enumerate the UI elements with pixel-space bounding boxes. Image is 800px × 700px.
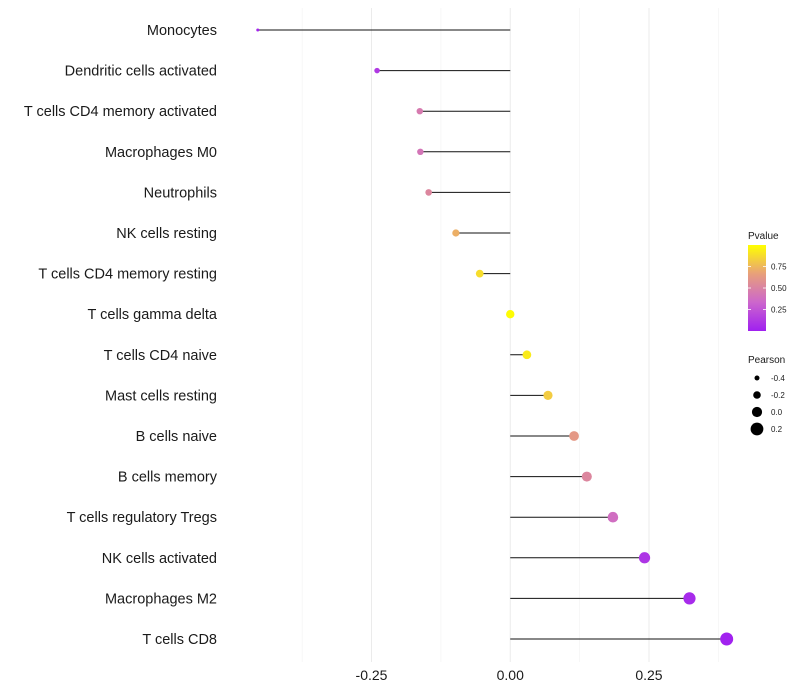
category-label: T cells regulatory Tregs xyxy=(67,510,217,526)
category-label: Macrophages M0 xyxy=(105,145,217,161)
lollipop-point xyxy=(425,189,432,196)
x-tick-label: 0.25 xyxy=(635,667,662,683)
category-label: T cells CD4 memory resting xyxy=(38,267,217,283)
category-label: Monocytes xyxy=(147,23,217,39)
lollipop-point xyxy=(543,390,553,400)
colorbar-tick-label: 0.75 xyxy=(771,263,787,272)
category-label: T cells CD4 memory activated xyxy=(24,104,217,120)
pvalue-legend: Pvalue 0.25 0.50 0.75 xyxy=(748,231,787,331)
lollipop-point xyxy=(638,552,651,564)
points xyxy=(256,28,734,646)
size-legend-label: -0.4 xyxy=(771,374,785,383)
pearson-legend-title: Pearson xyxy=(748,355,785,366)
size-legend-dot xyxy=(754,375,760,381)
lollipop-point xyxy=(581,471,592,482)
size-legend-label: 0.2 xyxy=(771,425,783,434)
size-legend-dot xyxy=(751,406,763,418)
lollipop-point xyxy=(475,269,484,278)
lollipop-point xyxy=(522,350,532,360)
size-legend-dot xyxy=(753,391,761,399)
lollipop-point xyxy=(417,148,424,156)
colorbar-tick-label: 0.25 xyxy=(771,306,787,315)
lollipop-point xyxy=(506,310,515,319)
pearson-legend: Pearson -0.4 -0.2 0.0 0.2 xyxy=(748,355,785,436)
category-label: B cells memory xyxy=(118,470,218,486)
lollipop-point xyxy=(416,107,424,115)
lollipop-point xyxy=(720,632,734,646)
lollipop-point xyxy=(452,229,460,237)
size-legend-dot xyxy=(750,422,764,436)
category-label: Macrophages M2 xyxy=(105,591,217,607)
pvalue-colorbar xyxy=(748,245,766,331)
category-label: Mast cells resting xyxy=(105,388,217,404)
category-label: B cells naive xyxy=(136,429,217,445)
stems xyxy=(257,29,727,640)
x-tick-label: -0.25 xyxy=(356,667,388,683)
x-axis-ticks: -0.25 0.00 0.25 xyxy=(356,667,663,683)
category-label: T cells CD4 naive xyxy=(104,348,217,364)
category-label: NK cells resting xyxy=(116,226,217,242)
category-labels: Monocytes Dendritic cells activated T cell… xyxy=(24,23,218,648)
lollipop-point xyxy=(607,511,619,523)
pvalue-legend-title: Pvalue xyxy=(748,231,779,242)
category-label: Neutrophils xyxy=(144,185,217,201)
lollipop-point xyxy=(256,28,260,32)
category-label: Dendritic cells activated xyxy=(65,64,217,80)
category-label: T cells CD8 xyxy=(142,632,217,648)
lollipop-point xyxy=(374,67,380,74)
size-legend-label: 0.0 xyxy=(771,408,783,417)
x-tick-label: 0.00 xyxy=(497,667,524,683)
lollipop-point xyxy=(569,431,579,441)
lollipop-point xyxy=(683,592,696,605)
colorbar-tick-label: 0.50 xyxy=(771,284,787,293)
size-legend-label: -0.2 xyxy=(771,391,785,400)
category-label: NK cells activated xyxy=(102,551,217,567)
gridlines xyxy=(301,8,719,662)
category-label: T cells gamma delta xyxy=(88,307,218,323)
